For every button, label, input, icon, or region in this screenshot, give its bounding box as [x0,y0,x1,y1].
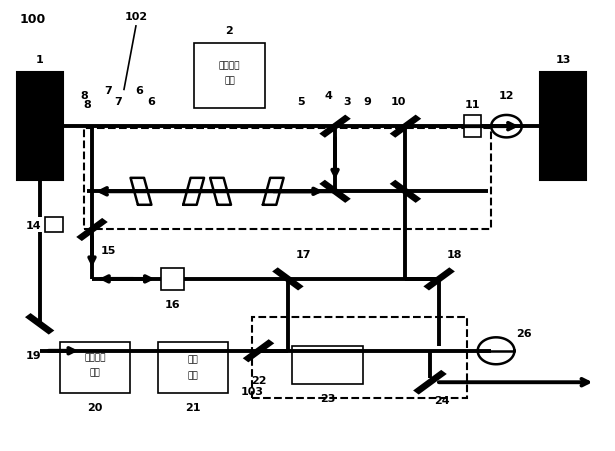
Bar [194,44,264,109]
Text: 20: 20 [87,402,103,412]
Bar [464,116,481,138]
Text: 7: 7 [114,97,122,107]
Bar [46,218,63,232]
Text: 6: 6 [148,97,156,107]
Text: 103: 103 [241,387,264,396]
Bar [292,346,363,385]
Polygon shape [245,341,272,361]
Bar [60,342,130,394]
Text: 9: 9 [363,97,371,107]
Polygon shape [27,315,52,333]
Text: 13: 13 [555,55,571,64]
Text: 第二变频: 第二变频 [84,352,106,361]
Polygon shape [322,182,349,202]
Text: 装置: 装置 [89,368,100,377]
Text: 100: 100 [20,13,46,26]
Text: 21: 21 [185,402,200,412]
Bar [252,318,467,398]
Text: 6: 6 [135,86,143,96]
Bar [161,268,184,290]
Polygon shape [415,372,445,393]
Polygon shape [392,182,419,202]
Polygon shape [274,269,301,289]
Text: 26: 26 [516,328,531,338]
Polygon shape [322,117,349,137]
Polygon shape [426,269,453,289]
Text: 11: 11 [464,100,480,110]
Text: 10: 10 [391,97,406,107]
Bar [84,129,491,230]
Text: 8: 8 [80,91,88,101]
Text: 延时: 延时 [188,354,198,364]
Text: 16: 16 [164,299,180,309]
Text: 8: 8 [83,100,91,110]
Text: 2: 2 [226,26,233,36]
Text: 5: 5 [298,97,305,107]
Bar [17,73,63,181]
Text: 4: 4 [325,91,333,101]
Bar [540,73,586,181]
Text: 19: 19 [26,350,41,360]
Text: 23: 23 [320,393,335,403]
Text: 装置: 装置 [224,77,235,85]
Text: 第一变频: 第一变频 [219,61,240,70]
Text: 18: 18 [446,250,462,260]
Polygon shape [392,117,419,137]
Text: 12: 12 [499,91,514,101]
Text: 1: 1 [36,55,44,64]
Polygon shape [78,220,106,240]
Text: 24: 24 [434,396,450,405]
Text: 7: 7 [105,86,113,96]
Text: 14: 14 [25,220,41,230]
Text: 3: 3 [344,97,351,107]
Text: 22: 22 [251,375,266,385]
Text: 17: 17 [295,250,311,260]
Bar [157,342,228,394]
Text: 102: 102 [124,12,148,22]
Text: 装置: 装置 [188,370,198,379]
Text: 15: 15 [101,245,116,255]
